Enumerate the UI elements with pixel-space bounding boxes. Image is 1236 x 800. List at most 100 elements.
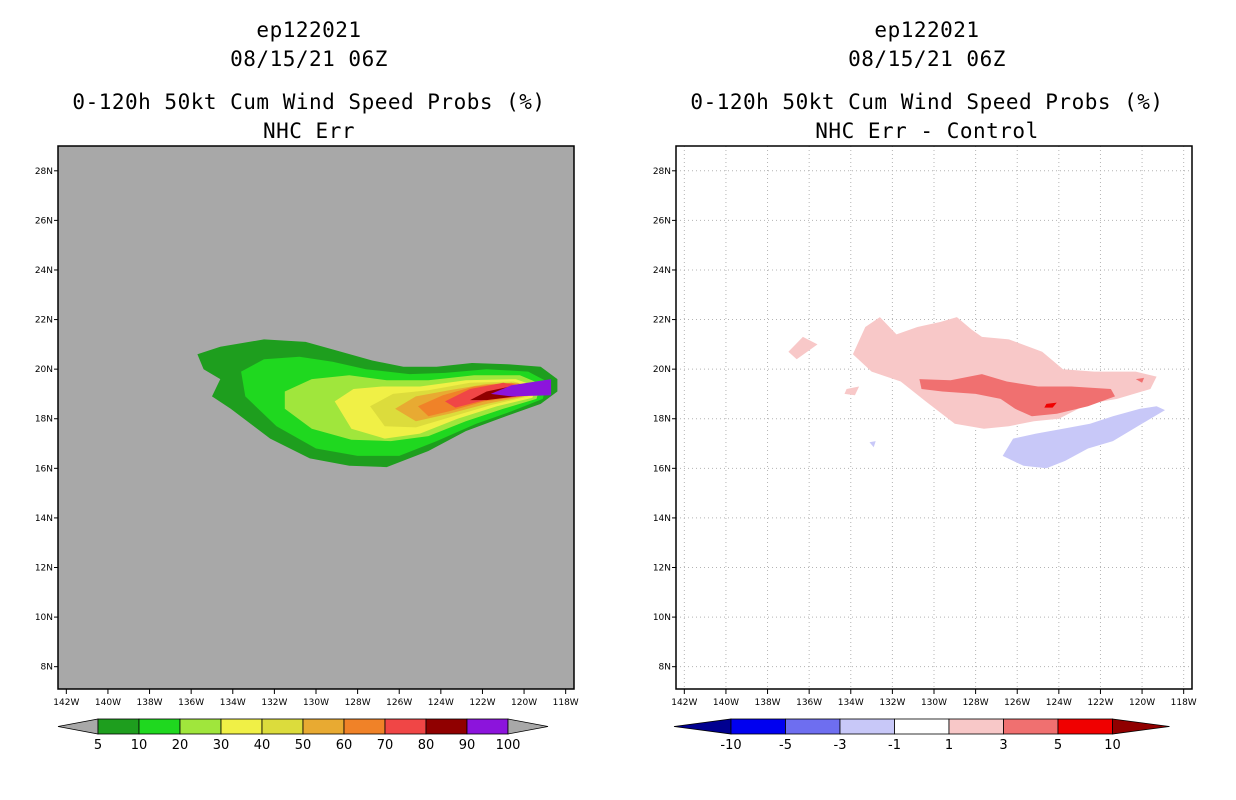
- y-tick-label: 14N: [35, 514, 53, 524]
- colorbar-segment: [220, 718, 263, 735]
- colorbar-label: 5: [1054, 738, 1062, 753]
- colorbar-segment: [97, 718, 140, 735]
- y-tick-label: 18N: [35, 415, 53, 425]
- colorbar-arrow-high: [507, 718, 549, 735]
- x-tick-label: 136W: [796, 698, 822, 708]
- colorbar-label: 50: [295, 738, 312, 753]
- colorbar-label: 90: [459, 738, 476, 753]
- colorbar-label: 70: [377, 738, 394, 753]
- contour-level-3: [1135, 377, 1145, 383]
- contour-level-5: [1044, 402, 1057, 408]
- storm-id: ep122021: [256, 18, 362, 42]
- chart-subtitle: NHC Err: [262, 119, 355, 143]
- colorbar-arrow-low: [57, 718, 99, 735]
- x-tick-label: 126W: [386, 698, 412, 708]
- colorbar-segment: [466, 718, 509, 735]
- storm-id: ep122021: [874, 18, 980, 42]
- y-tick-label: 26N: [35, 216, 53, 226]
- probability-map: 142W 140W 138W 136W 134W 132W 130W 128W 126W 124W…: [35, 145, 579, 753]
- forecast-datetime: 08/15/21 06Z: [230, 47, 388, 71]
- right-chart-panel: ep122021 08/15/21 06Z 0-120h 50kt Cum Wi…: [618, 0, 1236, 800]
- contour-level-90: [490, 379, 552, 397]
- x-tick-label: 140W: [95, 698, 121, 708]
- x-tick-label: 136W: [178, 698, 204, 708]
- x-tick-label: 122W: [1087, 698, 1113, 708]
- x-tick-label: 126W: [1004, 698, 1030, 708]
- colorbar-label: -10: [720, 738, 741, 753]
- x-tick-label: 128W: [345, 698, 371, 708]
- x-tick-label: 120W: [511, 698, 537, 708]
- y-tick-label: 28N: [35, 167, 53, 177]
- chart-title: 0-120h 50kt Cum Wind Speed Probs (%): [690, 90, 1164, 114]
- x-tick-label: 132W: [879, 698, 905, 708]
- x-tick-label: 118W: [553, 698, 579, 708]
- x-tick-label: 134W: [838, 698, 864, 708]
- y-tick-label: 22N: [653, 316, 671, 326]
- x-tick-label: 124W: [428, 698, 454, 708]
- contour-level-1: [788, 336, 818, 360]
- colorbar-segment: [138, 718, 181, 735]
- colorbar-label: -1: [888, 738, 901, 753]
- colorbar-label: -3: [834, 738, 847, 753]
- y-tick-label: 20N: [35, 365, 53, 375]
- contour-level-1: [844, 386, 860, 396]
- y-tick-label: 10N: [35, 613, 53, 623]
- colorbar-segment: [1003, 718, 1059, 735]
- y-tick-label: 22N: [35, 316, 53, 326]
- x-tick-label: 142W: [671, 698, 697, 708]
- difference-map: 142W 140W 138W 136W 134W 132W 130W 128W 126W 124W…: [653, 145, 1197, 753]
- chart-subtitle: NHC Err - Control: [815, 119, 1039, 143]
- y-tick-label: 20N: [653, 365, 671, 375]
- colorbar-label: 60: [336, 738, 353, 753]
- x-tick-label: 128W: [963, 698, 989, 708]
- x-tick-label: 122W: [469, 698, 495, 708]
- x-tick-label: 130W: [303, 698, 329, 708]
- colorbar-segment: [425, 718, 468, 735]
- colorbar-label: 3: [999, 738, 1007, 753]
- colorbar-label: 10: [131, 738, 148, 753]
- y-tick-label: 8N: [41, 663, 53, 673]
- colorbar-label: 20: [172, 738, 189, 753]
- x-tick-label: 118W: [1171, 698, 1197, 708]
- colorbar-segment: [785, 718, 841, 735]
- y-tick-label: 24N: [35, 266, 53, 276]
- forecast-datetime: 08/15/21 06Z: [848, 47, 1006, 71]
- left-chart-panel: ep122021 08/15/21 06Z 0-120h 50kt Cum Wi…: [35, 18, 579, 753]
- x-tick-label: 138W: [755, 698, 781, 708]
- colorbar-arrow-low: [673, 718, 732, 735]
- colorbar-segment: [343, 718, 386, 735]
- y-tick-label: 18N: [653, 415, 671, 425]
- x-tick-label: 140W: [713, 698, 739, 708]
- y-tick-label: 10N: [653, 613, 671, 623]
- x-tick-label: 134W: [220, 698, 246, 708]
- colorbar-label: 80: [418, 738, 435, 753]
- y-tick-label: 12N: [653, 564, 671, 574]
- x-tick-label: 124W: [1046, 698, 1072, 708]
- y-tick-label: 28N: [653, 167, 671, 177]
- y-tick-label: 14N: [653, 514, 671, 524]
- x-tick-label: 138W: [137, 698, 163, 708]
- colorbar-segment: [730, 718, 786, 735]
- colorbar-segment: [948, 718, 1004, 735]
- colorbar-label: 1: [945, 738, 953, 753]
- colorbar-label: 30: [213, 738, 230, 753]
- colorbar-segment: [894, 718, 950, 735]
- colorbar-arrow-high: [1112, 718, 1170, 735]
- contour-level-neg1: [1002, 406, 1165, 469]
- colorbar-segment: [839, 718, 895, 735]
- y-tick-label: 16N: [35, 464, 53, 474]
- y-tick-label: 12N: [35, 564, 53, 574]
- y-tick-label: 8N: [659, 663, 671, 673]
- colorbar-label: 40: [254, 738, 271, 753]
- colorbar-segment: [1057, 718, 1113, 735]
- contour-level-neg1: [869, 441, 876, 448]
- colorbar-segment: [384, 718, 427, 735]
- x-tick-label: 120W: [1129, 698, 1155, 708]
- x-tick-label: 132W: [261, 698, 287, 708]
- chart-title: 0-120h 50kt Cum Wind Speed Probs (%): [72, 90, 546, 114]
- y-tick-label: 24N: [653, 266, 671, 276]
- colorbar-segment: [179, 718, 222, 735]
- colorbar-label: 5: [94, 738, 102, 753]
- colorbar-label: 10: [1104, 738, 1121, 753]
- colorbar-segment: [302, 718, 345, 735]
